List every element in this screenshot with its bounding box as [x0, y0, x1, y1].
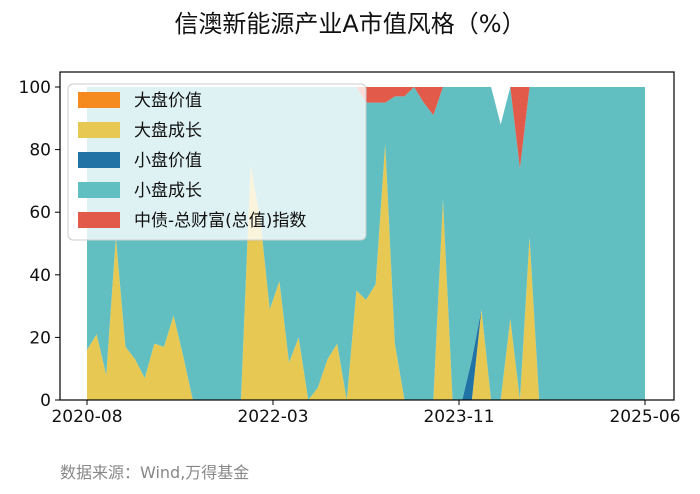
legend-label: 小盘价值 — [134, 151, 202, 171]
y-axis: 0 20 40 60 80 100 — [19, 78, 60, 411]
legend-swatch — [78, 182, 120, 198]
y-tick-label: 60 — [29, 203, 51, 223]
x-axis: 2020-08 2022-03 2023-11 2025-06 — [51, 400, 681, 427]
x-tick-label: 2022-03 — [237, 407, 308, 427]
chart-title: 信澳新能源产业A市值风格（%） — [174, 10, 525, 38]
legend-label: 中债-总财富(总值)指数 — [134, 211, 306, 231]
x-tick-label: 2025-06 — [609, 407, 680, 427]
source-note: 数据来源：Wind,万得基金 — [60, 463, 249, 482]
legend-label: 大盘价值 — [134, 91, 202, 111]
y-tick-label: 20 — [29, 328, 51, 348]
legend-label: 小盘成长 — [134, 181, 202, 201]
legend-box — [67, 83, 367, 241]
y-tick-label: 40 — [29, 266, 51, 286]
y-tick-label: 0 — [40, 391, 51, 411]
y-tick-label: 100 — [19, 78, 51, 98]
legend-swatch — [78, 212, 120, 228]
plot-frame — [59, 71, 675, 401]
y-tick-label: 80 — [29, 141, 51, 161]
series-area-1 — [87, 143, 645, 400]
legend-swatch — [78, 152, 120, 168]
legend-label: 大盘成长 — [134, 121, 202, 141]
legend-swatch — [78, 92, 120, 108]
x-tick-label: 2020-08 — [51, 407, 122, 427]
x-tick-label: 2023-11 — [423, 407, 494, 427]
legend-swatch — [78, 122, 120, 138]
